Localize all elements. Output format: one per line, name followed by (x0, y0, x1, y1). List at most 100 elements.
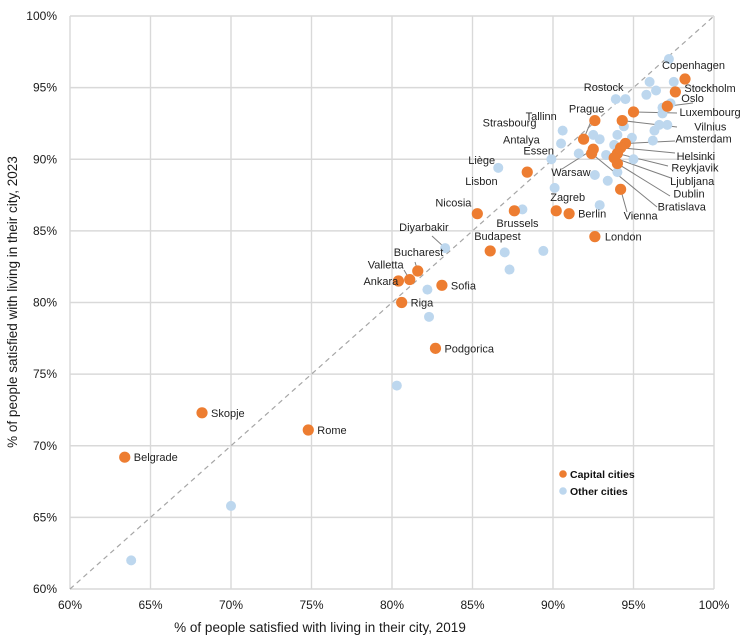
capital-city-point (616, 114, 628, 127)
label-leader-line (617, 153, 669, 167)
label-leader-line (633, 111, 678, 114)
other-city-point (651, 85, 662, 96)
capital-city-point (484, 245, 496, 257)
capital-city-point (589, 114, 601, 127)
other-city-point (620, 94, 631, 105)
y-tick-label: 100% (26, 9, 57, 23)
x-tick-label: 85% (460, 598, 484, 612)
other-city-point (663, 53, 674, 64)
capital-city-point (508, 205, 520, 217)
point-label: Tallinn (526, 111, 557, 123)
point-label: Skopje (211, 408, 245, 420)
point-label: Zagreb (550, 192, 585, 204)
legend-swatch-other (559, 487, 567, 495)
point-label: Dublin (673, 189, 704, 201)
x-axis-title: % of people satisfied with living in the… (174, 620, 466, 635)
point-label: Reykjavik (671, 163, 719, 175)
point-label: Diyarbakir (399, 222, 449, 234)
y-tick-label: 70% (33, 439, 57, 453)
point-label: Vilnius (694, 122, 727, 134)
legend-swatch-capital (559, 470, 567, 478)
point-label: Berlin (578, 209, 606, 221)
other-city-point (440, 243, 451, 254)
y-tick-label: 95% (33, 81, 57, 95)
other-city-point (504, 264, 515, 275)
other-city-point (557, 125, 568, 136)
capital-city-point (611, 157, 624, 170)
other-city-point (126, 555, 137, 566)
other-city-point (647, 135, 658, 146)
y-tick-label: 85% (33, 224, 57, 238)
other-city-point (391, 380, 402, 391)
other-city-point (589, 170, 600, 181)
other-city-point (422, 284, 433, 295)
capital-city-point (436, 279, 448, 291)
capital-city-point (196, 407, 208, 419)
other-city-point (641, 89, 652, 100)
capital-city-point (521, 166, 533, 178)
point-label: London (605, 232, 642, 244)
y-tick-label: 75% (33, 367, 57, 381)
point-label: Podgorica (444, 343, 494, 355)
other-city-point (594, 200, 605, 211)
legend-label-other: Other cities (570, 486, 628, 498)
capital-city-point (404, 273, 416, 286)
point-label: Amsterdam (675, 133, 731, 145)
other-city-point (546, 154, 557, 165)
capital-city-point (615, 183, 627, 195)
point-label: Rome (317, 425, 346, 437)
point-label: Bucharest (394, 247, 444, 259)
y-tick-label: 60% (33, 582, 57, 596)
point-label: Helsinki (677, 151, 716, 163)
other-city-point (424, 311, 435, 322)
capital-city-point (627, 106, 640, 118)
other-city-point (602, 175, 613, 186)
other-city-point (556, 138, 567, 149)
other-city-point (573, 148, 584, 159)
point-label: Belgrade (134, 452, 178, 464)
x-tick-label: 100% (699, 598, 730, 612)
capital-city-point (661, 100, 673, 112)
legend-label-capital: Capital cities (570, 469, 635, 481)
other-city-point (493, 162, 504, 173)
label-leader-line (591, 153, 658, 208)
capital-city-point (429, 342, 442, 354)
legend: Capital cities Other cities (559, 469, 635, 498)
label-leader-line (620, 147, 676, 154)
label-leader-line (614, 157, 672, 179)
other-city-point (549, 182, 560, 193)
x-tick-label: 75% (299, 598, 323, 612)
other-city-point (499, 247, 510, 258)
point-label: Copenhagen (662, 60, 725, 72)
other-city-point (662, 119, 673, 130)
point-label: Lisbon (465, 176, 497, 188)
y-axis-title: % of people satisfied with living in the… (5, 156, 20, 448)
point-label: Antalya (503, 134, 541, 146)
capital-city-point (119, 451, 131, 463)
capital-city-point (679, 73, 691, 85)
other-city-point (668, 76, 679, 87)
capital-city-point (396, 296, 408, 309)
y-tick-label: 90% (33, 152, 57, 166)
point-label: Ljubljana (670, 176, 715, 188)
other-city-point (612, 167, 623, 178)
capital-city-point (589, 231, 601, 243)
x-tick-label: 90% (541, 598, 565, 612)
point-label: Sofia (451, 280, 477, 292)
x-tick-label: 95% (621, 598, 645, 612)
point-label: Brussels (496, 218, 539, 230)
data-points (119, 53, 691, 566)
capital-city-point (563, 208, 575, 220)
label-leader-line (617, 163, 671, 197)
capital-city-point (669, 86, 681, 98)
point-label: Riga (411, 298, 435, 310)
capital-city-point (412, 265, 424, 277)
other-city-point (517, 204, 528, 215)
y-tick-label: 80% (33, 296, 57, 310)
x-tick-label: 60% (58, 598, 82, 612)
y-tick-label: 65% (33, 510, 57, 524)
capital-city-point (471, 208, 483, 220)
capital-city-point (392, 275, 405, 287)
